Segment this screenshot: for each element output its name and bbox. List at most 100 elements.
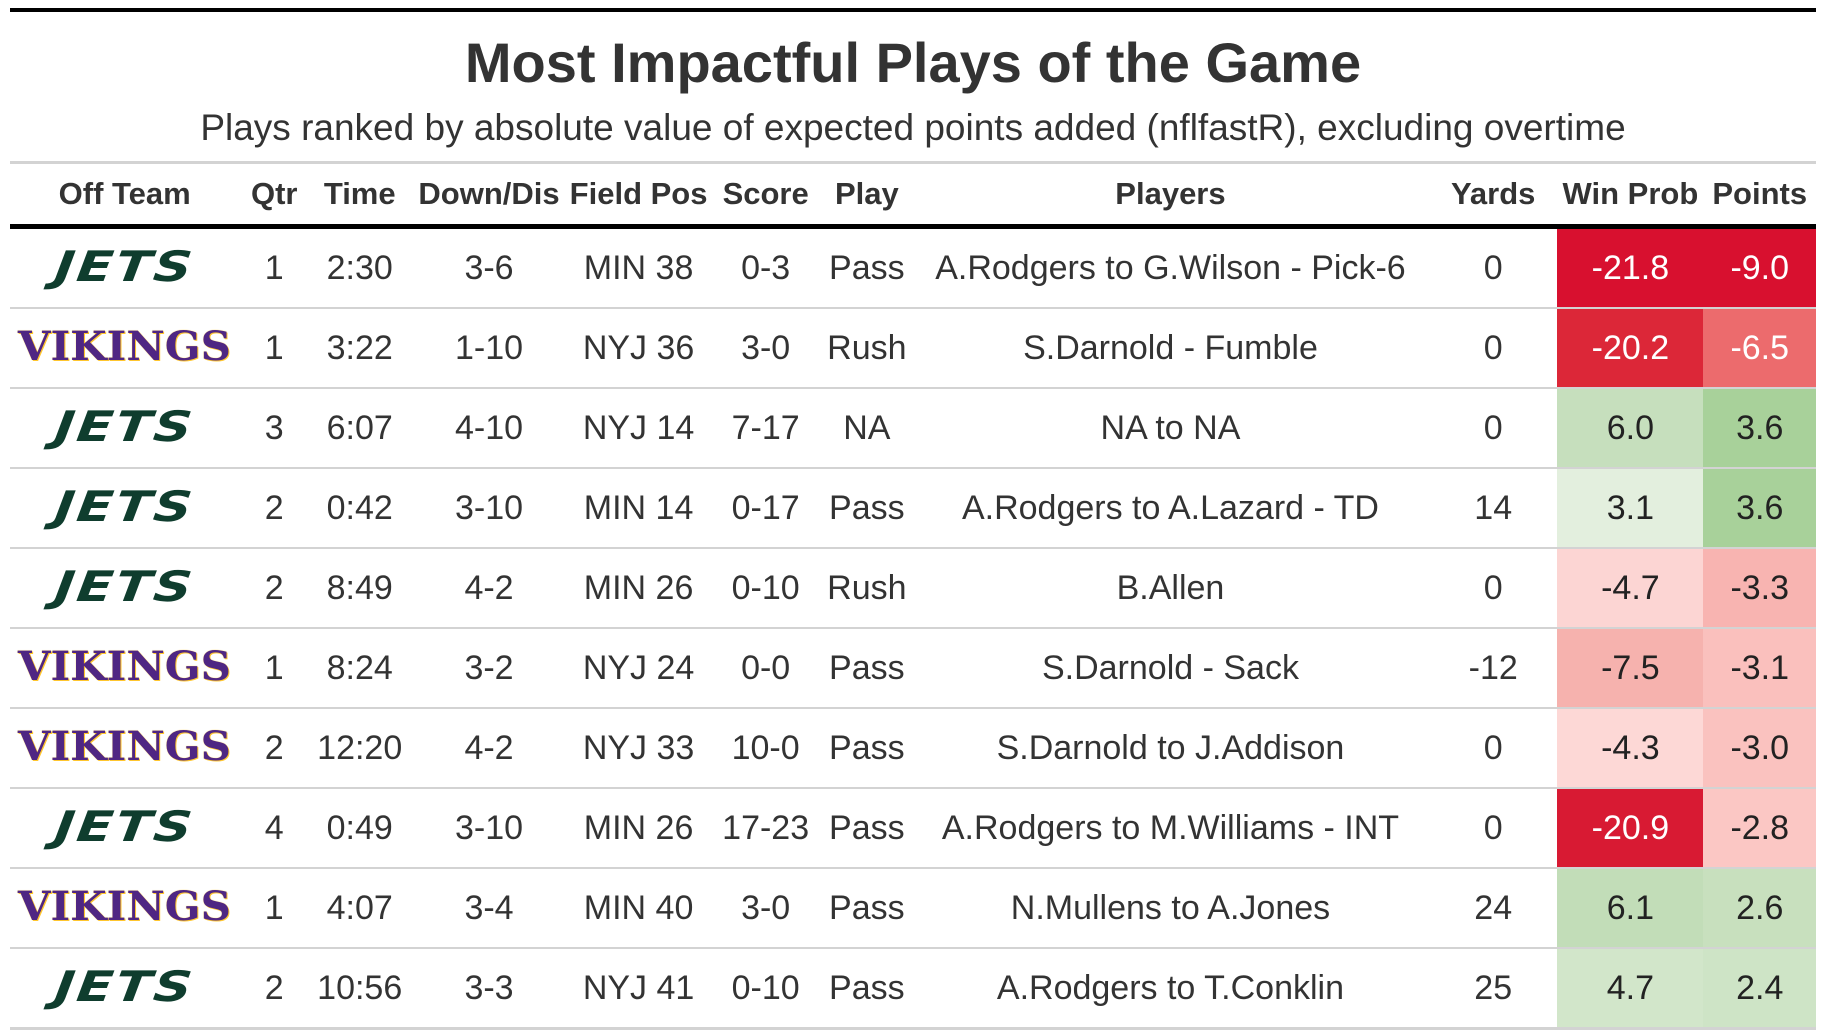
qtr-cell: 1 xyxy=(239,226,310,309)
off-team-cell: JETS xyxy=(10,226,240,309)
points-cell: 2.4 xyxy=(1703,948,1816,1030)
win-prob-cell: 6.1 xyxy=(1557,868,1704,949)
time-cell: 12:20 xyxy=(309,708,411,789)
down-dis-cell: 1-10 xyxy=(410,308,568,389)
qtr-cell: 2 xyxy=(239,708,310,789)
down-dis-cell: 3-10 xyxy=(410,788,568,869)
score-cell: 3-0 xyxy=(709,868,822,949)
column-header-score: Score xyxy=(709,164,822,229)
yards-cell: 14 xyxy=(1429,468,1558,549)
table-row: VIKINGS 1 3:22 1-10 NYJ 36 3-0 Rush S.Darnold -… xyxy=(10,308,1816,389)
players-cell: B.Allen xyxy=(911,548,1430,629)
qtr-cell: 1 xyxy=(239,308,310,389)
page-title: Most Impactful Plays of the Game xyxy=(464,31,1362,94)
table-row: JETS 3 6:07 4-10 NYJ 14 7-17 NA NA to NA 0 6.0 3.6 xyxy=(10,388,1816,469)
players-cell: NA to NA xyxy=(911,388,1430,469)
score-cell: 0-10 xyxy=(709,548,822,629)
table-header-row: Off Team Qtr Time Down/Dis Field Pos Sco… xyxy=(10,164,1816,229)
win-prob-cell: -21.8 xyxy=(1557,226,1704,309)
score-cell: 3-0 xyxy=(709,308,822,389)
win-prob-cell: -4.3 xyxy=(1557,708,1704,789)
table-row: JETS 2 0:42 3-10 MIN 14 0-17 Pass A.Rodgers to … xyxy=(10,468,1816,549)
off-team-cell: JETS xyxy=(10,468,240,549)
yards-cell: 25 xyxy=(1429,948,1558,1030)
score-cell: 0-0 xyxy=(709,628,822,709)
table-row: VIKINGS 1 4:07 3-4 MIN 40 3-0 Pass N.Mullens to… xyxy=(10,868,1816,949)
vikings-logo: VIKINGS xyxy=(18,883,232,930)
table-row: VIKINGS 2 12:20 4-2 NYJ 33 10-0 Pass S.Darnold … xyxy=(10,708,1816,789)
field-pos-cell: MIN 40 xyxy=(567,868,710,949)
qtr-cell: 2 xyxy=(239,548,310,629)
points-cell: -9.0 xyxy=(1703,226,1816,309)
time-cell: 8:24 xyxy=(309,628,411,709)
players-cell: S.Darnold to J.Addison xyxy=(911,708,1430,789)
jets-logo: JETS xyxy=(52,402,198,451)
qtr-cell: 3 xyxy=(239,388,310,469)
play-type-cell: Pass xyxy=(821,948,912,1030)
players-cell: A.Rodgers to G.Wilson - Pick-6 xyxy=(911,226,1430,309)
column-header-off-team: Off Team xyxy=(10,164,240,229)
time-cell: 3:22 xyxy=(309,308,411,389)
players-cell: A.Rodgers to M.Williams - INT xyxy=(911,788,1430,869)
table-row: JETS 1 2:30 3-6 MIN 38 0-3 Pass A.Rodgers to G.… xyxy=(10,226,1816,309)
time-cell: 4:07 xyxy=(309,868,411,949)
win-prob-cell: 4.7 xyxy=(1557,948,1704,1030)
field-pos-cell: NYJ 33 xyxy=(567,708,710,789)
field-pos-cell: NYJ 14 xyxy=(567,388,710,469)
points-cell: 3.6 xyxy=(1703,388,1816,469)
win-prob-cell: -4.7 xyxy=(1557,548,1704,629)
impactful-plays-table-figure: Most Impactful Plays of the Game Plays r… xyxy=(10,8,1816,1030)
win-prob-cell: 6.0 xyxy=(1557,388,1704,469)
qtr-cell: 1 xyxy=(239,868,310,949)
qtr-cell: 2 xyxy=(239,468,310,549)
down-dis-cell: 4-10 xyxy=(410,388,568,469)
yards-cell: -12 xyxy=(1429,628,1558,709)
column-header-players: Players xyxy=(911,164,1430,229)
vikings-logo: VIKINGS xyxy=(18,643,232,690)
header-rule xyxy=(10,161,1816,164)
yards-cell: 0 xyxy=(1429,226,1558,309)
play-type-cell: Rush xyxy=(821,548,912,629)
page-subtitle: Plays ranked by absolute value of expect… xyxy=(200,107,1626,148)
play-type-cell: Pass xyxy=(821,628,912,709)
time-cell: 2:30 xyxy=(309,226,411,309)
jets-logo: JETS xyxy=(52,802,198,851)
off-team-cell: VIKINGS xyxy=(10,628,240,709)
play-type-cell: Pass xyxy=(821,708,912,789)
play-type-cell: Rush xyxy=(821,308,912,389)
field-pos-cell: MIN 14 xyxy=(567,468,710,549)
time-cell: 10:56 xyxy=(309,948,411,1030)
score-cell: 0-17 xyxy=(709,468,822,549)
score-cell: 7-17 xyxy=(709,388,822,469)
table-row: JETS 2 10:56 3-3 NYJ 41 0-10 Pass A.Rodgers to … xyxy=(10,948,1816,1030)
off-team-cell: VIKINGS xyxy=(10,308,240,389)
points-cell: -3.1 xyxy=(1703,628,1816,709)
win-prob-cell: 3.1 xyxy=(1557,468,1704,549)
jets-logo: JETS xyxy=(52,962,198,1011)
table-row: JETS 2 8:49 4-2 MIN 26 0-10 Rush B.Allen 0 -4.7 -3… xyxy=(10,548,1816,629)
column-header-field-pos: Field Pos xyxy=(567,164,710,229)
play-type-cell: Pass xyxy=(821,788,912,869)
down-dis-cell: 3-2 xyxy=(410,628,568,709)
table-row: VIKINGS 1 8:24 3-2 NYJ 24 0-0 Pass S.Darnold - … xyxy=(10,628,1816,709)
column-header-play: Play xyxy=(821,164,912,229)
score-cell: 0-10 xyxy=(709,948,822,1030)
down-dis-cell: 3-3 xyxy=(410,948,568,1030)
yards-cell: 0 xyxy=(1429,388,1558,469)
score-cell: 17-23 xyxy=(709,788,822,869)
field-pos-cell: MIN 26 xyxy=(567,788,710,869)
table-body: JETS 1 2:30 3-6 MIN 38 0-3 Pass A.Rodgers to G.… xyxy=(10,226,1816,1030)
score-cell: 0-3 xyxy=(709,226,822,309)
off-team-cell: JETS xyxy=(10,388,240,469)
players-cell: N.Mullens to A.Jones xyxy=(911,868,1430,949)
points-cell: -3.3 xyxy=(1703,548,1816,629)
points-cell: -2.8 xyxy=(1703,788,1816,869)
win-prob-cell: -20.9 xyxy=(1557,788,1704,869)
down-dis-cell: 3-4 xyxy=(410,868,568,949)
players-cell: A.Rodgers to T.Conklin xyxy=(911,948,1430,1030)
column-header-qtr: Qtr xyxy=(239,164,310,229)
field-pos-cell: MIN 26 xyxy=(567,548,710,629)
field-pos-cell: MIN 38 xyxy=(567,226,710,309)
points-cell: 2.6 xyxy=(1703,868,1816,949)
off-team-cell: VIKINGS xyxy=(10,708,240,789)
